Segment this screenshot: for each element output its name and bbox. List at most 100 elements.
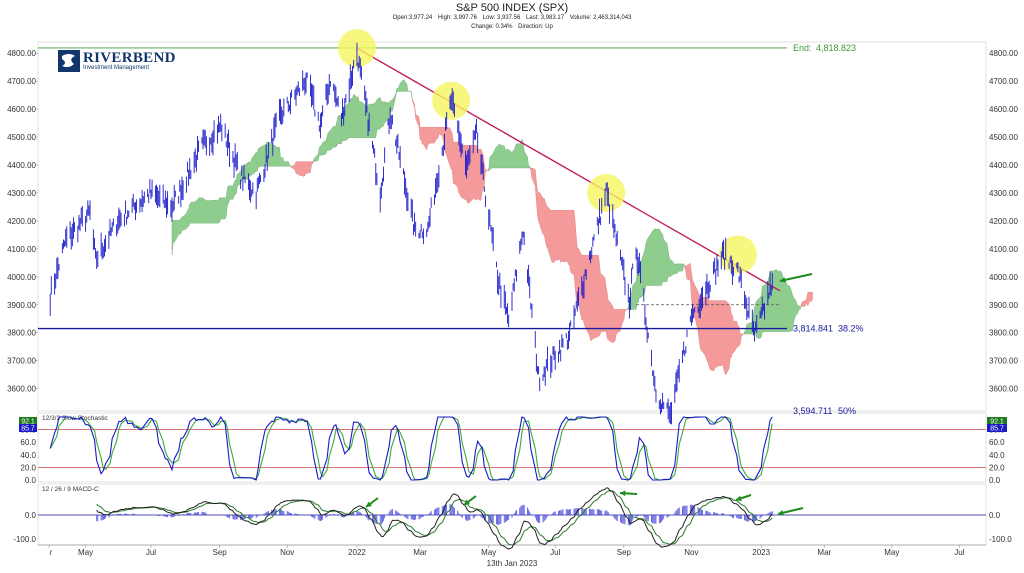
stoch-badge-right-0 [987, 417, 1007, 425]
ichimoku-cloud [171, 79, 813, 376]
y-tick-right: 3700.00 [989, 357, 1018, 366]
y-tick-right: 4700.00 [989, 77, 1018, 86]
arrow-head [366, 501, 372, 507]
riverbend-logo-icon [58, 50, 80, 72]
last-value: Last: 3,983.17 [526, 15, 565, 21]
macd-line [96, 487, 773, 550]
y-tick-left: 4700.00 [7, 77, 36, 86]
stoch-tick-left: 60.0 [20, 438, 36, 447]
y-tick-left: 4500.00 [7, 133, 36, 142]
panel-frame-2 [37, 483, 987, 546]
y-tick-right: 4200.00 [989, 217, 1018, 226]
x-tick-label: Sep [617, 548, 632, 557]
highlight-circle-2 [587, 173, 626, 212]
stoch-tick-left: 40.0 [20, 451, 36, 460]
stoch-tick-right: 0.0 [989, 476, 1001, 485]
x-tick-label: Nov [684, 548, 698, 557]
arrow-head [464, 499, 470, 505]
fib-382-pct: 38.2% [838, 324, 864, 334]
y-tick-left: 3600.00 [7, 385, 36, 394]
y-tick-left: 4000.00 [7, 273, 36, 282]
x-tick-label: Sep [213, 548, 228, 557]
y-tick-right: 4800.00 [989, 49, 1018, 58]
y-tick-left: 3700.00 [7, 357, 36, 366]
high-value: High: 3,997.76 [437, 15, 477, 21]
x-tick-label: Jul [550, 548, 560, 557]
y-tick-right: 4500.00 [989, 133, 1018, 142]
chart-header: S&P 500 INDEX (SPX) Open:3,977.24 High: … [0, 0, 1024, 40]
x-tick-label: May [884, 548, 899, 557]
arrow-macd-5 [777, 507, 804, 516]
downtrend-line [356, 47, 781, 292]
panel-frame-0 [37, 41, 987, 412]
arrow-macd-1 [365, 497, 379, 508]
low-value: Low: 3,937.56 [482, 15, 521, 21]
arrow-head [736, 495, 742, 502]
y-tick-right: 3900.00 [989, 301, 1018, 310]
change-stats: Change: 0.34% Direction: Up [0, 23, 1024, 32]
macd-tick-left: -100.0 [13, 535, 36, 544]
x-tick-label: Nov [280, 548, 294, 557]
macd-tick-right: 0.0 [989, 511, 1001, 520]
macd-signal-line [96, 490, 773, 546]
y-tick-left: 4800.00 [7, 49, 36, 58]
arrow-macd-3 [619, 490, 638, 497]
macd-tick-right: -100.0 [989, 535, 1012, 544]
stoch-tick-left: 20.0 [20, 463, 36, 472]
stoch-badge-left-1 [19, 424, 37, 432]
arrow-price [779, 273, 813, 283]
y-tick-left: 4300.00 [7, 189, 36, 198]
x-tick-label: May [481, 548, 496, 557]
stoch-badge-left-0 [19, 417, 37, 425]
panel-frame-1 [37, 412, 987, 483]
logo-name: RIVERBEND [83, 49, 176, 66]
x-tick-label: 2023 [752, 548, 770, 557]
fib-50-pct: 50% [838, 406, 856, 416]
arrow-head [780, 277, 786, 283]
ohlc-stats: Open:3,977.24 High: 3,997.76 Low: 3,937.… [0, 14, 1024, 23]
end-value: 4,818.823 [816, 43, 856, 53]
arrow-shaft [779, 273, 813, 282]
highlight-circle-3 [718, 235, 757, 274]
y-tick-left: 4100.00 [7, 245, 36, 254]
x-tick-label: Mar [413, 548, 427, 557]
y-tick-left: 4400.00 [7, 161, 36, 170]
price-bars [49, 42, 773, 425]
x-tick-label: r [50, 548, 53, 557]
chart-title: S&P 500 INDEX (SPX) [455, 2, 569, 14]
stoch-badge-left-text-0: 92.1 [21, 419, 35, 426]
stoch-tick-right: 40.0 [989, 451, 1005, 460]
x-tick-label: Mar [817, 548, 831, 557]
volume-value: Volume: 2,463,314,043 [569, 15, 632, 21]
y-tick-left: 4200.00 [7, 217, 36, 226]
riverbend-logo: RIVERBEND Investment Management [58, 50, 176, 72]
arrow-head [778, 509, 784, 516]
y-tick-right: 4600.00 [989, 105, 1018, 114]
chart-date: 13th Jan 2023 [486, 559, 538, 568]
stoch-d-line [49, 416, 773, 481]
open-value: Open:3,977.24 [392, 15, 433, 21]
y-tick-left: 3900.00 [7, 301, 36, 310]
fib-50-value: 3,594.711 [793, 406, 832, 416]
stoch-k-line [49, 415, 773, 481]
logo-subtitle: Investment Management [83, 64, 150, 71]
stoch-tick-right: 20.0 [989, 463, 1005, 472]
stoch-tick-left: 0.0 [25, 476, 37, 485]
y-tick-left: 3800.00 [7, 329, 36, 338]
x-tick-label: May [78, 548, 93, 557]
end-label: End: [793, 43, 812, 53]
y-tick-right: 4100.00 [989, 245, 1018, 254]
change-value: Change: 0.34% [471, 24, 513, 30]
stoch-badge-right-1 [987, 424, 1007, 432]
stoch-badge-left-text-1: 85.7 [21, 426, 35, 433]
y-tick-left: 4600.00 [7, 105, 36, 114]
cloud-bear-segment [290, 159, 315, 178]
x-tick-label: Jul [146, 548, 156, 557]
macd-panel: 12 / 26 / 9 MACD-C 0.0 0.0 -100.0 -100.0 [13, 486, 1012, 550]
y-tick-right: 4400.00 [989, 161, 1018, 170]
direction-value: Direction: Up [518, 24, 553, 30]
arrow-head [620, 490, 626, 497]
cloud-bear-segment [801, 291, 813, 307]
